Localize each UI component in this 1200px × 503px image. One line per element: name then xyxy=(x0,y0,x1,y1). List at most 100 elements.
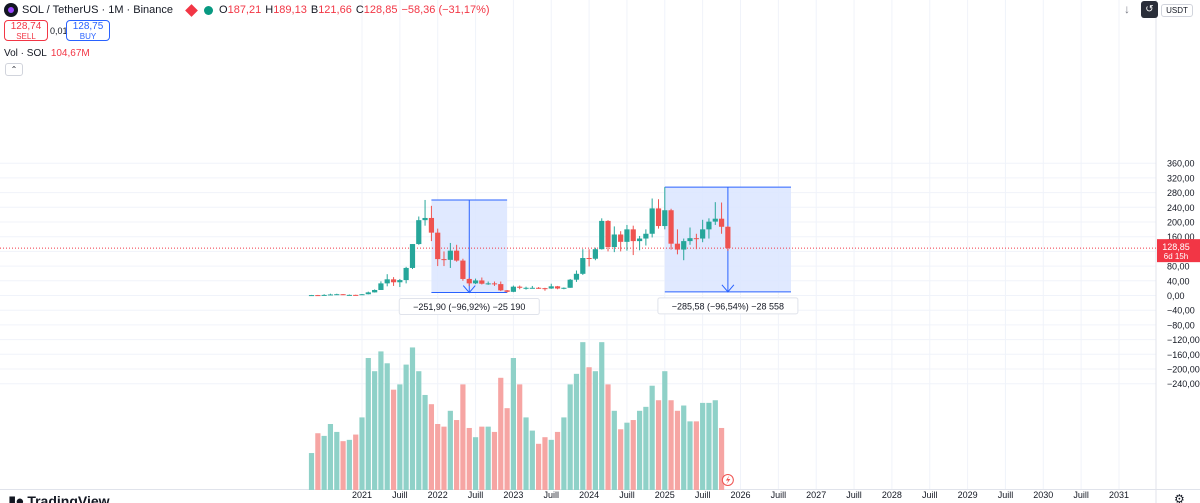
candle-body xyxy=(353,294,359,296)
open-value: 187,21 xyxy=(227,4,262,16)
volume-bar xyxy=(668,400,674,490)
x-tick-label: Juill xyxy=(998,490,1014,500)
y-tick-label: −240,00 xyxy=(1167,379,1200,389)
volume-bar xyxy=(693,421,699,490)
volume-label: Vol · SOL xyxy=(4,48,47,59)
gear-icon[interactable]: ⚙ xyxy=(1174,492,1185,503)
last-price-value: 128,85 xyxy=(1162,242,1190,252)
x-tick-label: Juill xyxy=(695,490,711,500)
candle-body xyxy=(498,284,504,291)
candle-body xyxy=(536,287,542,289)
candle-body xyxy=(510,286,516,292)
volume-bar xyxy=(592,371,598,490)
volume-bar xyxy=(542,437,548,490)
candle-body xyxy=(346,294,352,296)
volume-bar xyxy=(308,453,315,490)
volume-bar xyxy=(435,424,441,490)
close-value: 128,85 xyxy=(363,4,398,16)
buy-button[interactable]: 128,75 BUY xyxy=(66,20,110,41)
candle-body xyxy=(466,278,472,284)
x-tick-label: 2025 xyxy=(655,490,675,500)
x-tick-label: Juill xyxy=(543,490,559,500)
market-status-icon xyxy=(204,5,214,15)
flag-icon[interactable] xyxy=(185,3,198,17)
download-arrow-icon[interactable]: ↓ xyxy=(1124,2,1130,16)
high-label: H xyxy=(265,4,274,16)
volume-bar xyxy=(479,426,485,490)
candle-body xyxy=(397,280,403,283)
volume-bar xyxy=(491,431,498,490)
candle-body xyxy=(706,221,712,230)
volume-bar xyxy=(700,402,706,490)
volume-bar xyxy=(510,358,516,490)
measure-label-text: −285,58 (−96,54%) −28 558 xyxy=(672,301,784,311)
tradingview-logo[interactable]: ▮● TradingView xyxy=(8,492,110,503)
candle-body xyxy=(523,287,529,289)
symbol-title[interactable]: SOL / TetherUS · 1M · Binance xyxy=(22,4,174,16)
candle-body xyxy=(643,233,649,239)
collapse-legend-button[interactable]: ⌃ xyxy=(5,63,23,76)
y-tick-label: −160,00 xyxy=(1167,350,1200,360)
sell-button[interactable]: 128,74 SELL xyxy=(4,20,48,41)
y-tick-label: 320,00 xyxy=(1167,173,1195,183)
x-tick-label: 2022 xyxy=(428,490,448,500)
x-tick-label: Juill xyxy=(1073,490,1089,500)
open-label: O xyxy=(219,4,228,16)
volume-bar xyxy=(599,342,605,490)
candle-body xyxy=(372,289,378,293)
sell-label: SELL xyxy=(16,32,36,41)
volume-bar xyxy=(321,435,327,490)
volume-value: 104,67M xyxy=(50,48,90,59)
currency-selector[interactable]: USDT xyxy=(1161,4,1193,17)
candle-body xyxy=(605,220,611,247)
candle-body xyxy=(340,294,346,296)
volume-bar xyxy=(447,410,453,490)
candle-body xyxy=(592,249,598,259)
volume-bar xyxy=(712,400,718,490)
candle-body xyxy=(573,273,580,280)
candle-body xyxy=(485,283,491,285)
volume-bar xyxy=(655,400,662,490)
y-tick-label: −80,00 xyxy=(1167,320,1195,330)
volume-bar xyxy=(416,371,422,490)
volume-bar xyxy=(605,384,611,490)
candle-body xyxy=(384,279,390,284)
candle-body xyxy=(668,210,674,244)
volume-bar xyxy=(334,431,340,490)
candle-body xyxy=(460,260,466,279)
candle-body xyxy=(390,279,397,283)
solana-logo-icon xyxy=(4,3,18,17)
auto-scale-icon[interactable]: ↺ xyxy=(1141,1,1158,18)
candle-body xyxy=(409,244,416,268)
lightning-icon xyxy=(725,475,731,485)
candle-body xyxy=(630,229,636,242)
candle-body xyxy=(636,238,643,242)
volume-bar xyxy=(378,351,384,490)
volume-bar xyxy=(681,405,687,490)
candle-body xyxy=(548,286,554,289)
volume-bar xyxy=(687,421,693,490)
volume-bar xyxy=(529,430,535,490)
candle-body xyxy=(611,234,617,247)
volume-bar xyxy=(346,439,352,490)
x-tick-label: 2029 xyxy=(958,490,978,500)
volume-bar xyxy=(567,384,573,490)
x-tick-label: 2028 xyxy=(882,490,902,500)
y-tick-label: 240,00 xyxy=(1167,203,1195,213)
candle-body xyxy=(491,283,498,285)
volume-bar xyxy=(472,437,479,490)
last-price-badge-bg xyxy=(1157,239,1200,263)
volume-bar xyxy=(504,408,510,490)
volume-legend[interactable]: Vol · SOL 104,67M xyxy=(4,48,90,59)
volume-bar xyxy=(372,371,378,490)
candle-body xyxy=(599,220,605,250)
candle-body xyxy=(567,279,573,288)
volume-bar xyxy=(649,385,655,490)
x-tick-label: 2027 xyxy=(806,490,826,500)
volume-bar xyxy=(586,367,592,490)
x-tick-label: 2030 xyxy=(1033,490,1053,500)
y-tick-label: −40,00 xyxy=(1167,306,1195,316)
volume-bar xyxy=(706,402,712,490)
volume-bar xyxy=(340,441,346,490)
